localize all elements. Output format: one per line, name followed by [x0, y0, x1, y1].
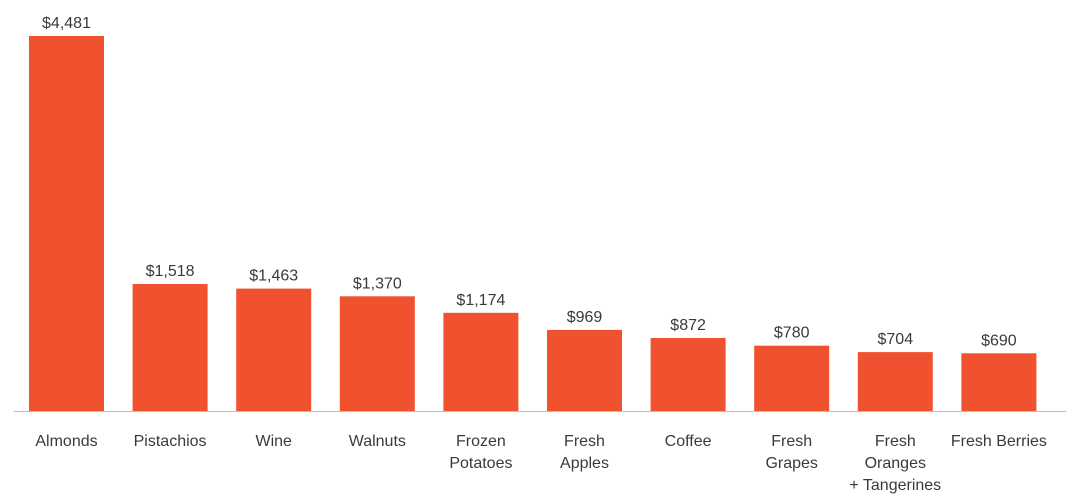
value-label-7: $780 — [774, 325, 810, 342]
value-label-1: $1,518 — [146, 263, 195, 280]
bar-1 — [132, 284, 208, 411]
bar-3 — [339, 296, 415, 411]
category-label-0: Almonds — [35, 433, 97, 450]
bar-8 — [857, 352, 933, 411]
category-label-8-line-1: Oranges — [865, 455, 926, 472]
bars-group — [29, 36, 1037, 411]
value-label-2: $1,463 — [249, 268, 298, 285]
category-label-8-line-0: Fresh — [875, 433, 916, 450]
category-label-2: Wine — [255, 433, 292, 450]
bar-2 — [236, 288, 312, 411]
bar-9 — [961, 353, 1037, 411]
value-label-0: $4,481 — [42, 15, 91, 32]
value-label-4: $1,174 — [456, 292, 505, 309]
value-label-6: $872 — [670, 317, 706, 334]
category-label-1: Pistachios — [134, 433, 207, 450]
value-label-5: $969 — [567, 309, 603, 326]
category-label-4-line-0: Frozen — [456, 433, 506, 450]
value-label-9: $690 — [981, 332, 1017, 349]
bar-7 — [754, 345, 830, 411]
value-label-8: $704 — [878, 331, 914, 348]
category-label-7-line-1: Grapes — [765, 455, 817, 472]
bar-4 — [443, 312, 519, 411]
category-label-7-line-0: Fresh — [771, 433, 812, 450]
category-label-8-line-2: + Tangerines — [849, 477, 941, 494]
category-labels-group: Almonds Pistachios Wine Walnuts Frozen Potato… — [35, 433, 1047, 494]
category-label-9: Fresh Berries — [951, 433, 1047, 450]
category-label-3: Walnuts — [349, 433, 406, 450]
bar-6 — [650, 338, 726, 411]
value-labels-group: $4,481 $1,518 $1,463 $1,370 $1,174 $969 $872 $7… — [42, 15, 1017, 349]
category-label-5-line-0: Fresh — [564, 433, 605, 450]
category-label-5-line-1: Apples — [560, 455, 609, 472]
value-label-3: $1,370 — [353, 275, 402, 292]
bar-0 — [29, 36, 104, 411]
category-label-6: Coffee — [665, 433, 712, 450]
bar-5 — [547, 329, 622, 411]
category-label-4-line-1: Potatoes — [449, 455, 512, 472]
